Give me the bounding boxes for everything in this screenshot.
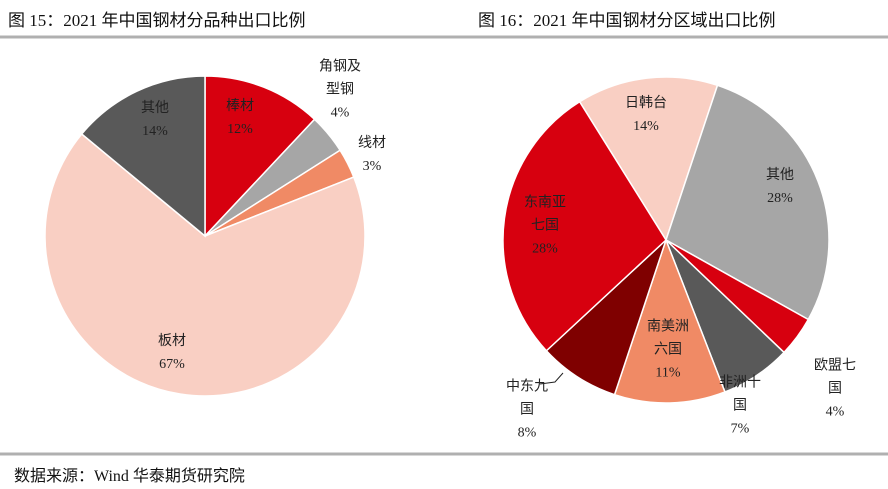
value-label: 4% <box>330 105 350 121</box>
pie-slice <box>204 75 316 238</box>
value-label: 14% <box>633 119 659 134</box>
source-note: 数据来源：Wind 华泰期货研究院 <box>14 468 245 485</box>
category-label: 棒材 <box>226 99 254 114</box>
slice-label: 其他 28% <box>766 164 794 210</box>
pie-slice <box>578 76 719 242</box>
chart-title: 图 15：2021 年中国钢材分品种出口比例 <box>8 11 306 30</box>
slice-label: 棒材 12% <box>226 95 254 141</box>
category-label: 非洲十 国 <box>719 375 761 414</box>
category-label: 南美洲 六国 <box>647 319 689 358</box>
pie-slice <box>665 84 830 321</box>
slice-label: 角钢及 型钢 4% <box>319 56 361 125</box>
slice-label: 线材 3% <box>358 132 386 178</box>
value-label: 3% <box>362 159 382 174</box>
slice-label: 欧盟七 国 4% <box>814 355 856 424</box>
category-label: 角钢及 型钢 <box>319 59 361 98</box>
pie-slice <box>613 237 726 404</box>
slice-label: 日韩台 14% <box>625 92 667 138</box>
slice-label: 东南亚 七国 28% <box>524 192 566 261</box>
category-label: 日韩台 <box>625 96 667 111</box>
value-label: 11% <box>655 365 681 381</box>
value-label: 28% <box>532 241 558 257</box>
slice-label: 中东九 国 8% <box>506 376 548 445</box>
category-label: 板材 <box>158 334 186 349</box>
chart-title: 图 16：2021 年中国钢材分区域出口比例 <box>478 11 776 30</box>
pie-slice <box>44 132 366 397</box>
category-label: 其他 <box>141 101 169 116</box>
category-label: 线材 <box>358 136 386 151</box>
category-label: 中东九 国 <box>506 379 548 418</box>
value-label: 7% <box>730 421 750 437</box>
leader-line <box>539 372 564 385</box>
category-label: 欧盟七 国 <box>814 358 856 397</box>
value-label: 14% <box>142 124 168 139</box>
slice-label: 南美洲 六国 11% <box>647 316 689 385</box>
category-label: 其他 <box>766 168 794 183</box>
value-label: 4% <box>825 404 845 420</box>
value-label: 8% <box>517 425 537 441</box>
value-label: 28% <box>767 191 793 206</box>
category-label: 东南亚 七国 <box>524 195 566 234</box>
slice-label: 其他 14% <box>141 97 169 143</box>
value-label: 67% <box>159 357 185 372</box>
slice-label: 非洲十 国 7% <box>719 372 761 441</box>
pie-slice <box>80 75 206 238</box>
pie-slice <box>502 100 667 352</box>
value-label: 12% <box>227 122 253 137</box>
slice-label: 板材 67% <box>158 330 186 376</box>
